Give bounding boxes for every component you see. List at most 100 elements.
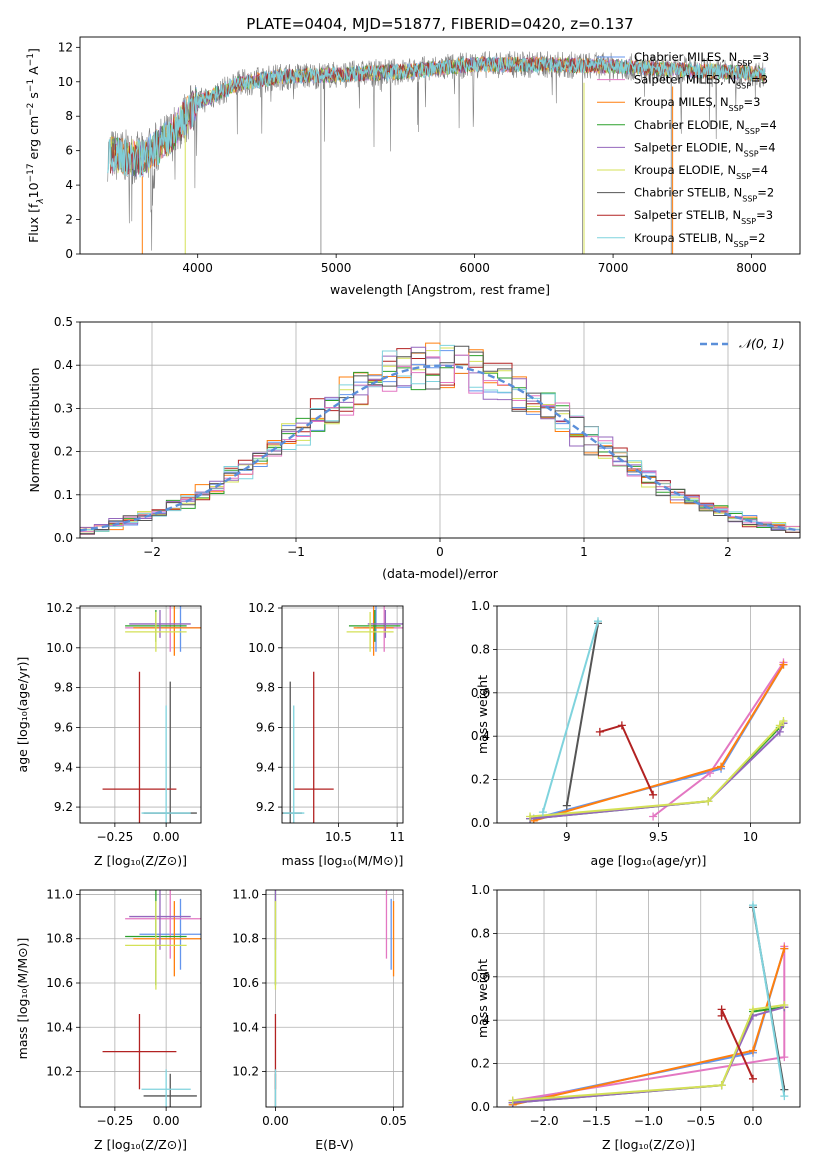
y-tick-label: 12 [58, 40, 73, 54]
y-tick-label: 10.0 [46, 641, 73, 655]
plot-weight-vs-age [526, 617, 788, 823]
x-tick-label: −2.0 [529, 1114, 558, 1128]
legend-label-part: Salpeter MILES, N [634, 73, 736, 87]
mass-weight-point [649, 812, 658, 821]
y-tick-label: 0.4 [471, 1013, 490, 1027]
mass-weight-point [649, 790, 658, 799]
x-tick-label: 9.5 [649, 830, 668, 844]
y-tick-label: 0.6 [471, 970, 490, 984]
legend-label-part: SSP [741, 217, 756, 226]
legend-label: Salpeter STELIB, NSSP=3 [634, 208, 773, 226]
plot-residuals [80, 342, 800, 535]
y-tick-label: 11.0 [46, 887, 73, 901]
legend-label: Kroupa MILES, NSSP=3 [634, 95, 760, 113]
axes-frame [79, 605, 202, 824]
y-tick-label: 0.0 [471, 1100, 490, 1114]
mass-weight-line [530, 722, 785, 820]
y-axis-label-part: s [26, 92, 41, 103]
x-tick-label: 10.5 [325, 830, 352, 844]
axes-spectrum: 4000 5000 6000 7000 8000 0 2 4 6 8 10 12 [58, 36, 801, 275]
y-tick-label: 0.2 [54, 445, 73, 459]
y-tick-label: 9.6 [54, 720, 73, 734]
x-axis-label: (data-model)/error [382, 566, 499, 581]
y-axis-label: mass weight [475, 675, 490, 754]
legend-label-part: Salpeter ELODIE, N [634, 140, 744, 154]
x-tick-label: 8000 [736, 261, 767, 275]
legend-label-part: Kroupa STELIB, N [634, 231, 734, 245]
y-tick-label: 2 [65, 213, 73, 227]
y-axis-label-part: 10 [26, 182, 41, 198]
legend-label-part: SSP [742, 194, 757, 203]
grid-age-vs-mass [282, 606, 403, 823]
y-tick-label: 9.8 [54, 681, 73, 695]
x-tick-label: 0 [436, 545, 444, 559]
mass-weight-point [562, 801, 571, 810]
y-tick-label: 1.0 [471, 599, 490, 613]
plot-mass-vs-Z [102, 890, 201, 1107]
plot-mass-vs-ebv [274, 890, 395, 1107]
y-tick-label: 0.0 [54, 531, 73, 545]
grid-age-vs-Z [80, 606, 201, 823]
y-tick-label: 9.8 [256, 681, 275, 695]
x-tick-label: −1.5 [582, 1114, 611, 1128]
axes-age-vs-Z: −0.25 0.00 9.2 9.4 9.6 9.8 10.0 10.2 [46, 601, 202, 844]
x-tick-label: 5000 [321, 261, 352, 275]
y-axis-label-part: −1 [26, 79, 36, 92]
x-tick-label: 1 [580, 545, 588, 559]
legend-label: Chabrier MILES, NSSP=3 [634, 50, 769, 68]
y-tick-label: 10.8 [46, 932, 73, 946]
y-tick-label: 10.4 [46, 1020, 73, 1034]
mass-weight-point [780, 1053, 789, 1062]
mass-weight-point [594, 617, 602, 626]
y-tick-label: 0.5 [54, 315, 73, 329]
legend-label-part: =3 [744, 95, 761, 109]
y-tick-label: 11.0 [232, 887, 259, 901]
x-tick-label: −0.5 [686, 1114, 715, 1128]
legend-label-part: SSP [744, 149, 759, 158]
legend-label-part: SSP [737, 59, 752, 68]
y-axis-label: mass [log₁₀(M/M⊙)] [15, 938, 30, 1060]
mass-weight-point [538, 808, 547, 817]
mass-weight-point [780, 944, 789, 953]
normal-curve [80, 364, 800, 532]
y-tick-label: 8 [65, 109, 73, 123]
mass-weight-point [508, 1096, 517, 1105]
y-axis-label-part: Flux [f [26, 203, 41, 243]
y-axis-label: age [log₁₀(age/yr)] [15, 657, 30, 773]
x-axis-label: E(B-V) [315, 1137, 354, 1152]
axes-weight-vs-age: 9 9.5 10 0.0 0.2 0.4 0.6 0.8 1.0 [471, 599, 801, 844]
y-tick-label: 9.2 [54, 800, 73, 814]
x-tick-label: 11 [389, 830, 404, 844]
y-tick-label: 0.6 [471, 686, 490, 700]
mass-weight-point [704, 797, 713, 806]
legend-label-part: =4 [760, 118, 777, 132]
grid-weight-vs-age [497, 605, 800, 824]
grid-mass-vs-Z [80, 890, 201, 1107]
mass-weight-line [752, 905, 786, 1097]
mass-weight-point [748, 901, 757, 910]
y-tick-label: 0.8 [471, 642, 490, 656]
mass-weight-line [530, 720, 785, 818]
x-axis-label: age [log₁₀(age/yr)] [591, 853, 707, 868]
y-tick-label: 0.4 [54, 358, 73, 372]
x-tick-label: −1.0 [634, 1114, 663, 1128]
legend-label-part: =2 [749, 231, 766, 245]
legend-label-part: SSP [745, 126, 760, 135]
x-axis-label: Z [log₁₀(Z/Z⊙)] [94, 1137, 187, 1152]
legend-label: Kroupa ELODIE, NSSP=4 [634, 163, 768, 181]
legend-label-part: =3 [751, 73, 768, 87]
axes-frame [265, 889, 404, 1108]
axes-frame [496, 889, 801, 1108]
y-axis-label: Normed distribution [27, 368, 42, 493]
y-tick-label: 9.4 [54, 760, 73, 774]
legend-label: Chabrier ELODIE, NSSP=4 [634, 118, 777, 136]
x-axis-label: Z [log₁₀(Z/Z⊙)] [94, 853, 187, 868]
mass-weight-line [565, 623, 599, 806]
y-tick-label: 9.6 [256, 720, 275, 734]
model-spectrum-line [107, 55, 766, 178]
legend-label-part: Chabrier ELODIE, N [634, 118, 745, 132]
y-axis-label-part: erg cm [26, 116, 41, 164]
x-tick-label: 0.00 [153, 830, 180, 844]
y-tick-label: 0.2 [471, 1057, 490, 1071]
